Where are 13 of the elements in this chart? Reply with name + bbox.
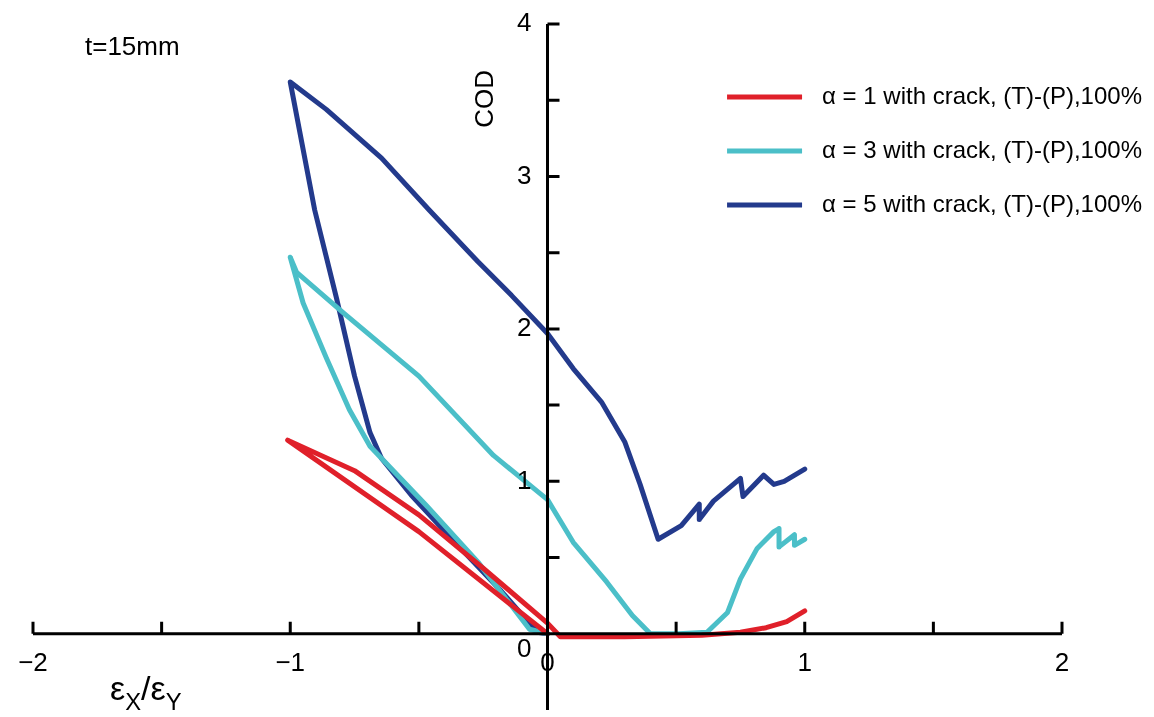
x-tick-label: 1 (797, 646, 812, 677)
y-tick-label: 1 (517, 464, 532, 495)
legend-label: α = 1 with crack, (T)-(P),100% (822, 81, 1143, 109)
x-tick-label: −1 (275, 646, 306, 677)
x-tick-label: 2 (1054, 646, 1070, 677)
y-tick-label: 2 (517, 312, 532, 343)
legend-label: α = 5 with crack, (T)-(P),100% (822, 189, 1143, 217)
y-tick-label: 4 (517, 7, 532, 38)
y-axis-title: COD (468, 70, 499, 128)
x-tick-label: −2 (18, 646, 48, 677)
annotation: t=15mm (85, 31, 180, 61)
legend-label: α = 3 with crack, (T)-(P),100% (822, 135, 1143, 163)
y-tick-label: 3 (517, 159, 532, 190)
